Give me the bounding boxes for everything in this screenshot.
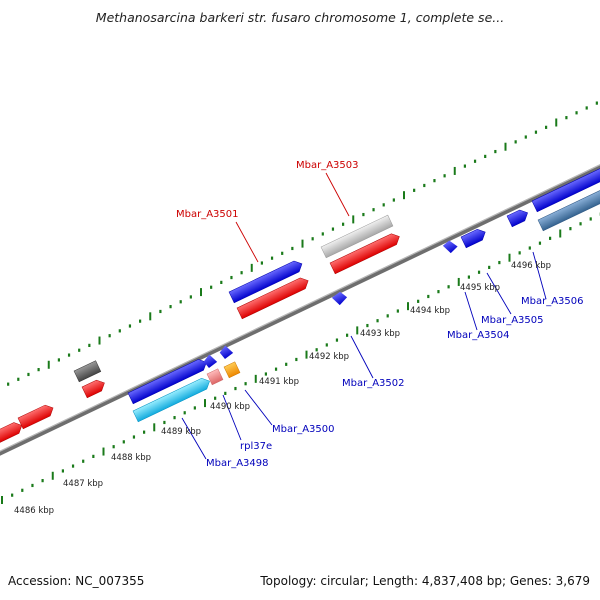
gene-arrow — [132, 378, 210, 423]
map-title: Methanosarcina barkeri str. fusaro chrom… — [95, 10, 505, 25]
gene-arrow — [127, 359, 207, 405]
gene-label-mbar-a3501[interactable]: Mbar_A3501 — [176, 209, 239, 220]
genome-stats-text: Topology: circular; Length: 4,837,408 bp… — [260, 574, 590, 588]
gene-arrow — [0, 422, 23, 444]
chromosome-axis — [0, 164, 600, 456]
gene-label-mbar-a3498[interactable]: Mbar_A3498 — [206, 458, 269, 469]
gene-arrow — [537, 186, 600, 232]
gene-arrow — [442, 240, 458, 254]
gene-label-mbar-a3503[interactable]: Mbar_A3503 — [296, 160, 359, 171]
gene-arrow — [329, 233, 400, 275]
scale-label: 4489 kbp — [161, 427, 201, 437]
gene-arrow — [206, 368, 224, 386]
scale-label: 4493 kbp — [360, 329, 400, 339]
gene-label-mbar-a3505[interactable]: Mbar_A3505 — [481, 315, 544, 326]
gene-arrow — [331, 291, 348, 306]
scale-label: 4492 kbp — [309, 352, 349, 362]
scale-label: 4494 kbp — [410, 306, 450, 316]
upper-tick-scale — [7, 101, 598, 386]
gene-labels: Mbar_A3501 Mbar_A3503 Mbar_A3502 Mbar_A3… — [176, 160, 584, 469]
gene-label-mbar-a3500[interactable]: Mbar_A3500 — [272, 424, 335, 435]
scale-label: 4496 kbp — [511, 261, 551, 271]
gene-arrow — [17, 404, 54, 430]
gene-arrow — [506, 209, 528, 228]
chromosome-axis-highlight — [0, 164, 600, 452]
gene-label-mbar-a3504[interactable]: Mbar_A3504 — [447, 330, 510, 341]
gene-features — [0, 168, 600, 444]
scale-label: 4495 kbp — [460, 283, 500, 293]
scale-label: 4488 kbp — [111, 453, 151, 463]
gene-arrow — [228, 260, 303, 304]
scale-label: 4487 kbp — [63, 479, 103, 489]
gene-arrow — [223, 361, 241, 379]
label-leaders — [181, 172, 547, 460]
gene-arrow — [236, 277, 309, 320]
gene-arrow — [203, 354, 218, 368]
scale-labels: 4486 kbp 4487 kbp 4488 kbp 4489 kbp 4490… — [14, 261, 551, 516]
gene-label-mbar-a3506[interactable]: Mbar_A3506 — [521, 296, 584, 307]
gene-label-mbar-a3502[interactable]: Mbar_A3502 — [342, 378, 405, 389]
gene-label-rpl37e[interactable]: rpl37e — [240, 441, 272, 452]
gene-arrow — [320, 214, 394, 259]
gene-arrow — [81, 379, 105, 399]
scale-label: 4490 kbp — [210, 402, 250, 412]
accession-text: Accession: NC_007355 — [8, 574, 145, 588]
scale-label: 4486 kbp — [14, 506, 54, 516]
gene-arrow — [73, 360, 102, 383]
gene-arrow — [460, 228, 486, 249]
lower-tick-scale — [1, 212, 600, 504]
gene-arrow — [531, 168, 600, 213]
gene-arrow — [219, 345, 234, 359]
scale-label: 4491 kbp — [259, 377, 299, 387]
